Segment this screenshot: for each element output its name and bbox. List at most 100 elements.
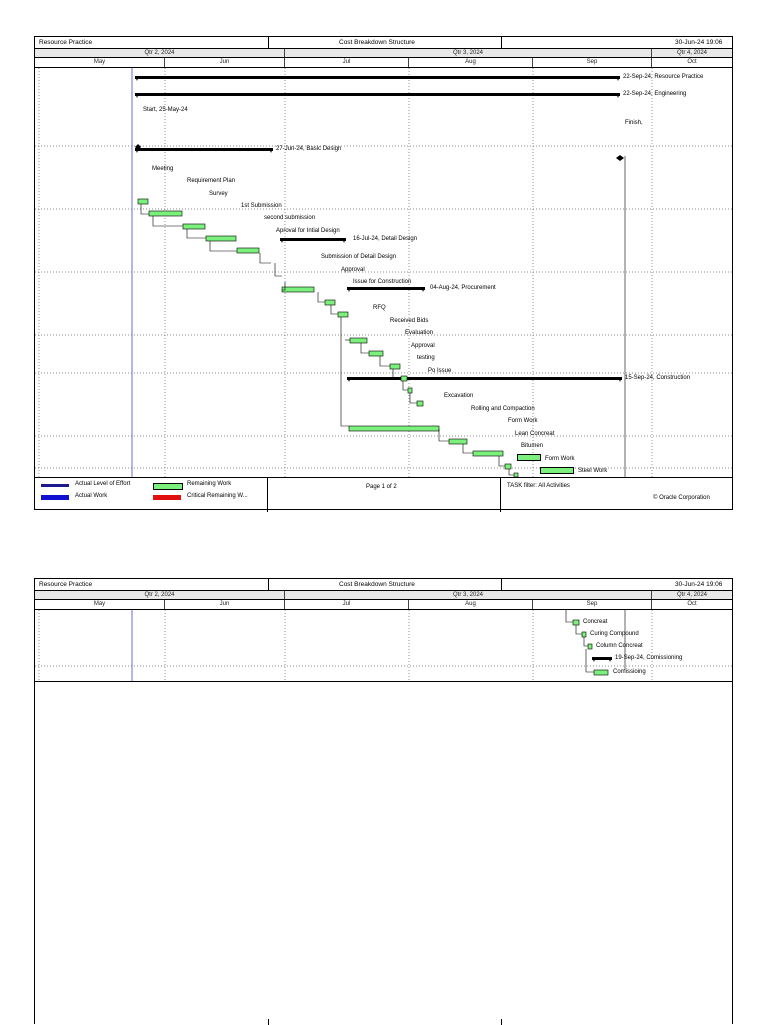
report-center-title: Cost Breakdown Structure — [339, 581, 415, 588]
task-label-steel-work: Steel Work — [578, 468, 608, 474]
quarter-label: Qtr 4, 2024 — [676, 592, 708, 598]
summary-bar-basic-design — [135, 148, 273, 151]
summary-bar-engineering — [135, 93, 620, 96]
legend-swatch-remaining — [153, 483, 183, 490]
task-bar-received-bids — [368, 350, 384, 357]
report-date: 30-Jun-24 19:06 — [675, 581, 723, 588]
task-label-received-bids: Received Bids — [390, 318, 429, 324]
task-bar-lean-concreat — [504, 463, 512, 470]
task-label-issue-construction: Issue for Construction — [353, 279, 412, 285]
task-bar-commissioning — [593, 669, 609, 676]
legend-label-critical: Critical Remaining W... — [187, 493, 248, 499]
month-label: Sep — [533, 600, 652, 609]
summary-label-engineering: 22-Sep-24, Engineering — [623, 91, 687, 97]
task-label-approval-detail: Approval — [341, 267, 365, 273]
task-bar-meeting — [137, 198, 149, 205]
task-label-testing: testing — [417, 355, 435, 361]
summary-bar-procurement — [347, 287, 425, 290]
task-label-meeting: Meeting — [152, 166, 174, 172]
task-bar-form-work-2 — [517, 454, 541, 461]
task-label-survey: Survey — [209, 191, 228, 197]
report-left-title: Resource Practice — [39, 39, 93, 46]
month-label: Jun — [165, 58, 285, 67]
finish-milestone — [616, 155, 624, 161]
task-label-second-submission: second submission — [264, 215, 316, 221]
gantt-bars-svg — [35, 68, 732, 477]
gantt-chart-area: 22-Sep-24, Resource Practice 22-Sep-24, … — [35, 68, 732, 477]
month-row: May Jun Jul Aug Sep Oct — [35, 58, 732, 68]
quarter-label: Qtr 3, 2024 — [285, 49, 652, 57]
task-bar-form-work-1 — [472, 450, 504, 457]
task-label-rfq: RFQ — [373, 305, 386, 311]
report-center-title: Cost Breakdown Structure — [339, 39, 415, 46]
task-bar-excavation — [348, 425, 440, 432]
task-label-submission-detail: Submission of Detail Design — [321, 254, 397, 260]
task-label-curing: Curing Compound — [590, 631, 639, 637]
summary-bar-commissioning — [592, 657, 612, 660]
task-bar-second-submission — [236, 247, 260, 254]
quarter-row: Qtr 2, 2024 Qtr 3, 2024 Qtr 4, 2024 — [35, 591, 732, 600]
legend-swatch-critical — [153, 495, 181, 500]
month-label: May — [35, 58, 165, 67]
summary-label-construction: 15-Sep-24, Construction — [625, 375, 691, 381]
task-label-requirement-plan: Requirement Plan — [187, 178, 236, 184]
filter-label: TASK filter: All Activities — [507, 483, 570, 489]
task-bar-survey — [182, 223, 206, 230]
report-date: 30-Jun-24 19:06 — [675, 39, 723, 46]
month-label: Jul — [285, 58, 409, 67]
quarter-label: Qtr 4, 2024 — [676, 50, 708, 56]
month-label: Sep — [533, 58, 652, 67]
legend-label-actual-work: Actual Work — [75, 493, 108, 499]
page-number: Page 1 of 2 — [366, 484, 397, 490]
month-label: Oct — [687, 601, 697, 607]
page-footer: Actual Level of Effort Actual Work Remai… — [35, 477, 732, 512]
summary-label-procurement: 04-Aug-24, Procurement — [430, 285, 496, 291]
task-bar-rfq — [349, 337, 368, 344]
quarter-row: Qtr 2, 2024 Qtr 3, 2024 Qtr 4, 2024 — [35, 49, 732, 58]
legend-label-remaining: Remaining Work — [187, 481, 232, 487]
summary-label-detail-design: 16-Jul-24, Detail Design — [353, 236, 418, 242]
finish-label: Finish, — [625, 120, 643, 126]
report-header: Resource Practice Cost Breakdown Structu… — [35, 579, 732, 591]
summary-label-basic-design: 27-Jun-24, Basic Design — [276, 146, 342, 152]
task-label-form-work-2: Form Work — [545, 456, 575, 462]
month-label: May — [35, 600, 165, 609]
month-label: Jul — [285, 600, 409, 609]
legend: Actual Level of Effort Actual Work Remai… — [35, 478, 268, 512]
task-bar-concreat — [572, 619, 580, 626]
task-bar-approval-proc — [400, 375, 408, 382]
task-label-excavation: Excavation — [444, 393, 474, 399]
summary-label-commissioning: 19-Sep-24, Comissioning — [615, 655, 683, 661]
quarter-label: Qtr 2, 2024 — [35, 591, 285, 599]
gantt-bars-svg — [35, 610, 732, 681]
summary-bar-resource-practice — [135, 76, 620, 79]
report-header: Resource Practice Cost Breakdown Structu… — [35, 37, 732, 49]
gantt-page-1: Resource Practice Cost Breakdown Structu… — [34, 36, 733, 512]
summary-bar-construction — [347, 377, 622, 380]
summary-bar-detail-design — [280, 238, 346, 241]
task-label-approval-initial: Aproval for Intial Design — [276, 228, 340, 234]
task-label-1st-submission: 1st Submission — [241, 203, 282, 209]
gantt-chart-area: Concreat Curing Compound Column Concreat… — [35, 610, 732, 682]
task-label-lean-concreat: Lean Concreat — [515, 431, 555, 437]
task-bar-po-issue — [416, 400, 424, 407]
task-label-bitumen: Bitumen — [521, 443, 544, 449]
start-label: Start, 25-May-24 — [143, 107, 188, 113]
task-label-po-issue: Po Issue — [428, 368, 452, 374]
month-label: Aug — [409, 58, 533, 67]
legend-label-actual-loe: Actual Level of Effort — [75, 481, 131, 487]
task-label-approval-proc: Approval — [411, 343, 435, 349]
task-bar-rolling — [448, 438, 468, 445]
legend-swatch-actual-work — [41, 495, 69, 500]
month-label: Oct — [687, 59, 697, 65]
task-bar-1st-submission — [205, 235, 237, 242]
month-label: Aug — [409, 600, 533, 609]
task-bar-issue-construction — [337, 311, 349, 318]
report-left-title: Resource Practice — [39, 581, 93, 588]
task-label-evaluation: Evaluation — [405, 330, 434, 336]
summary-label-resource-practice: 22-Sep-24, Resource Practice — [623, 74, 704, 80]
task-bar-approval-detail — [324, 299, 336, 306]
task-bar-column-concreat — [587, 643, 593, 650]
task-bar-requirement-plan — [148, 210, 183, 217]
legend-swatch-actual-loe — [41, 484, 69, 487]
